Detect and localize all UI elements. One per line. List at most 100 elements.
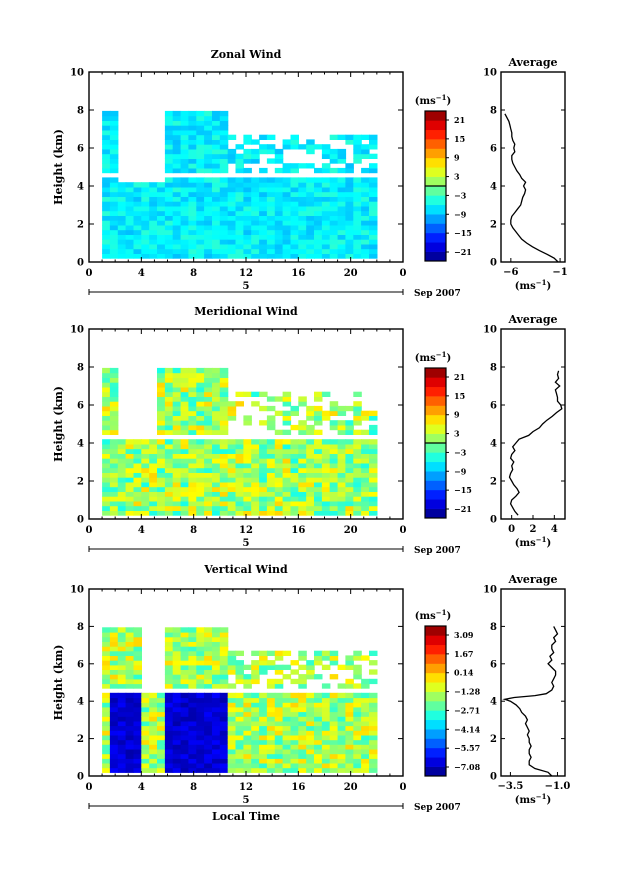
heatmap-cell	[306, 148, 315, 155]
heatmap-cell	[196, 472, 205, 478]
heatmap-cell	[353, 650, 362, 656]
heatmap-cell	[369, 177, 378, 183]
heatmap-cell	[157, 429, 166, 435]
heatmap-cell	[298, 505, 307, 511]
heatmap-cell	[204, 424, 213, 431]
heatmap-cell	[282, 730, 292, 736]
heatmap-cell	[274, 158, 284, 164]
heatmap-cell	[298, 253, 307, 259]
heatmap-cell	[274, 186, 284, 193]
heatmap-cell	[235, 500, 244, 507]
heatmap-cell	[337, 664, 347, 670]
colorbar-unit-exp: −1	[436, 608, 447, 617]
colorbar-segment	[425, 672, 446, 683]
heatmap-cell	[172, 410, 182, 416]
heatmap-cell	[109, 372, 119, 378]
heatmap-cell	[369, 650, 378, 656]
heatmap-cell	[117, 239, 127, 245]
heatmap-cell	[188, 683, 197, 689]
heatmap-cell	[282, 711, 292, 717]
heatmap-cell	[212, 481, 221, 488]
heatmap-cell	[117, 481, 127, 488]
heatmap-cell	[337, 234, 347, 240]
heatmap-cell	[369, 220, 378, 226]
heatmap-cell	[329, 153, 339, 159]
heatmap-cell	[141, 467, 150, 473]
average-y-tick-label: 0	[490, 772, 497, 783]
heatmap-cell	[235, 443, 244, 450]
heatmap-cell	[219, 229, 229, 235]
heatmap-cell	[337, 702, 347, 708]
heatmap-cell	[204, 734, 213, 741]
heatmap-cell	[266, 134, 276, 140]
heatmap-cell	[282, 224, 292, 231]
heatmap-cell	[298, 177, 307, 183]
heatmap-cell	[353, 191, 362, 197]
heatmap-cell	[321, 163, 331, 169]
heatmap-cell	[219, 632, 229, 638]
heatmap-cell	[219, 641, 229, 647]
heatmap-cell	[204, 706, 213, 713]
heatmap-cell	[321, 391, 331, 397]
heatmap-cell	[306, 481, 315, 488]
heatmap-cell	[219, 734, 229, 741]
heatmap-cell	[133, 496, 142, 502]
heatmap-cell	[164, 377, 174, 383]
heatmap-cell	[259, 692, 268, 699]
heatmap-cell	[361, 196, 370, 202]
heatmap-cell	[188, 720, 197, 727]
heatmap-cell	[141, 186, 150, 193]
heatmap-cell	[141, 182, 150, 188]
heatmap-cell	[141, 224, 150, 231]
heatmap-cell	[259, 491, 268, 497]
heatmap-cell	[117, 186, 127, 193]
heatmap-cell	[117, 234, 127, 240]
heatmap-cell	[227, 405, 237, 412]
heatmap-cell	[219, 655, 229, 661]
heatmap-cell	[133, 646, 142, 652]
heatmap-cell	[125, 510, 135, 516]
heatmap-cell	[235, 678, 244, 685]
heatmap-cell	[337, 167, 347, 174]
heatmap-cell	[266, 706, 276, 713]
heatmap-cell	[314, 220, 323, 226]
heatmap-cell	[314, 144, 323, 150]
colorbar-segment	[425, 424, 446, 434]
heatmap-cell	[361, 186, 370, 193]
heatmap-cell	[353, 420, 362, 426]
heatmap-cell	[306, 139, 315, 145]
heatmap-cell	[196, 125, 205, 131]
heatmap-cell	[172, 229, 182, 235]
heatmap-cell	[259, 144, 268, 150]
heatmap-cell	[180, 396, 190, 402]
panel-title: Vertical Wind	[203, 563, 288, 576]
heatmap-cell	[196, 167, 205, 174]
heatmap-cell	[212, 215, 221, 221]
heatmap-cell	[212, 697, 221, 703]
average-y-tick-label: 6	[490, 401, 497, 412]
heatmap-cell	[361, 720, 370, 727]
heatmap-cell	[227, 486, 237, 492]
colorbar-label: −3	[454, 190, 467, 200]
heatmap-cell	[188, 420, 197, 426]
heatmap-cell	[212, 196, 221, 202]
heatmap-cell	[109, 632, 119, 638]
heatmap-cell	[306, 453, 315, 459]
colorbar-segment	[425, 414, 446, 425]
heatmap-cell	[109, 753, 119, 759]
heatmap-cell	[141, 477, 150, 483]
heatmap-cell	[314, 420, 323, 426]
heatmap-cell	[298, 439, 307, 445]
heatmap-cell	[353, 716, 362, 722]
heatmap-cell	[266, 248, 276, 254]
colorbar-unit-close: )	[446, 353, 451, 364]
heatmap-cell	[125, 253, 135, 259]
heatmap-cell	[212, 448, 221, 454]
heatmap-cell	[369, 500, 378, 507]
heatmap-cell	[235, 210, 244, 216]
heatmap-cell	[188, 377, 197, 383]
heatmap-cell	[164, 186, 174, 193]
heatmap-cell	[337, 725, 347, 731]
heatmap-cell	[164, 767, 174, 773]
heatmap-cell	[180, 500, 190, 507]
